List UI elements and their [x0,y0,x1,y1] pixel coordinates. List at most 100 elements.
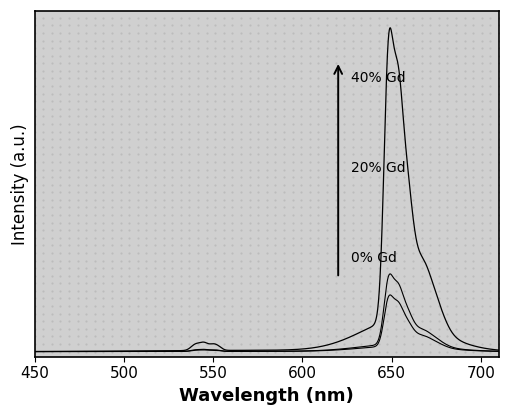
Point [305,144,313,150]
Point [193,121,202,127]
Point [365,151,373,158]
Point [185,22,193,29]
Point [348,318,356,324]
Point [425,310,433,317]
Point [391,67,399,74]
Point [142,219,150,226]
Point [133,106,142,112]
Point [331,45,339,52]
Point [271,272,279,279]
Point [425,106,433,112]
Point [485,174,493,181]
Point [460,219,468,226]
Point [211,15,219,21]
Point [125,67,133,74]
Point [305,333,313,340]
Point [460,98,468,104]
Point [279,90,288,97]
Point [117,144,125,150]
Point [193,235,202,241]
Point [202,158,210,165]
Point [322,250,330,256]
Point [442,113,450,120]
Point [99,204,107,211]
Point [494,287,502,294]
Point [219,90,228,97]
Point [202,144,210,150]
Point [245,98,253,104]
Point [348,227,356,233]
Point [73,22,81,29]
Point [451,242,459,249]
Point [391,212,399,218]
Point [271,219,279,226]
Point [65,295,73,302]
Point [185,90,193,97]
Point [185,158,193,165]
Point [477,52,485,59]
Point [262,341,270,347]
Point [417,90,425,97]
Point [39,136,47,143]
Point [279,272,288,279]
Point [297,227,305,233]
Point [193,333,202,340]
Point [297,181,305,188]
Point [374,235,382,241]
Point [168,60,176,67]
Point [468,90,476,97]
Point [451,310,459,317]
Point [39,106,47,112]
Point [485,83,493,89]
Point [193,52,202,59]
Point [425,22,433,29]
Point [99,341,107,347]
Point [365,257,373,264]
Point [108,295,116,302]
Point [202,265,210,272]
Point [193,90,202,97]
Point [73,341,81,347]
Point [99,257,107,264]
Point [177,60,185,67]
Point [237,52,245,59]
Point [279,310,288,317]
Point [117,158,125,165]
Point [374,136,382,143]
Point [185,45,193,52]
Point [485,303,493,310]
Point [133,60,142,67]
Point [108,318,116,324]
Point [460,341,468,347]
Point [348,15,356,21]
Point [297,287,305,294]
Point [305,242,313,249]
Point [125,37,133,44]
Point [117,67,125,74]
Point [108,257,116,264]
Point [177,257,185,264]
Point [228,325,236,332]
Point [125,204,133,211]
Point [56,257,65,264]
Point [477,67,485,74]
Point [451,60,459,67]
Point [305,90,313,97]
Point [468,212,476,218]
Point [331,280,339,287]
Point [142,67,150,74]
Point [193,280,202,287]
Point [177,280,185,287]
Point [193,348,202,355]
Point [177,158,185,165]
Point [451,90,459,97]
Point [228,196,236,203]
Point [73,235,81,241]
Point [99,83,107,89]
Point [417,287,425,294]
Point [177,196,185,203]
Point [314,325,322,332]
Point [408,189,416,196]
Point [125,310,133,317]
Point [331,303,339,310]
